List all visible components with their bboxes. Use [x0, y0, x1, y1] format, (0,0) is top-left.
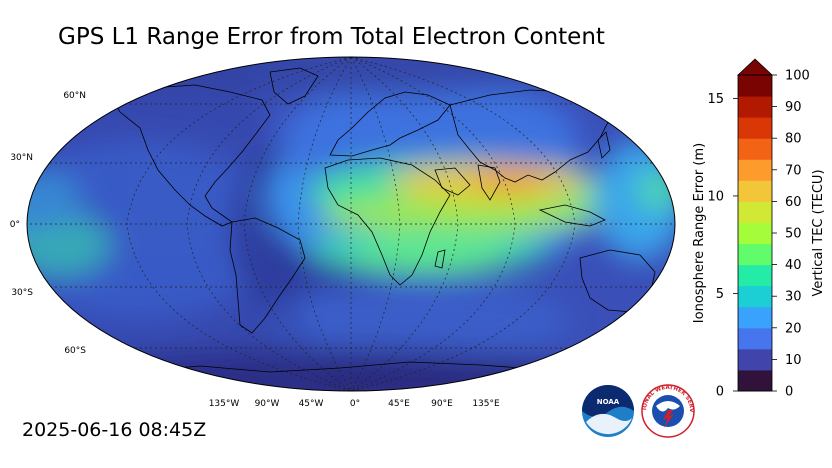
lon-label-45e: 45°E: [388, 399, 410, 409]
colorbar-tick-label-tecu: 30: [785, 290, 802, 305]
lon-label-90e: 90°E: [431, 399, 453, 409]
timestamp: 2025-06-16 08:45Z: [22, 419, 207, 441]
colorbar-tick-label-meters: 15: [707, 92, 724, 107]
noaa-logo-text: NOAA: [597, 398, 620, 406]
colorbar-band: [738, 138, 772, 160]
tec-heatmap: [27, 57, 675, 391]
colorbar-label-tecu: Vertical TEC (TECU): [811, 169, 826, 296]
lat-label-30s: 30°S: [11, 288, 33, 298]
colorbar-tick-label-tecu: 20: [785, 321, 802, 336]
colorbar-band: [738, 222, 772, 245]
lon-label-135e: 135°E: [472, 399, 500, 409]
colorbar-tick-label-tecu: 70: [785, 163, 802, 178]
colorbar-tick-label-tecu: 80: [785, 132, 802, 147]
colorbar-band: [738, 117, 772, 139]
colorbar-band: [738, 285, 772, 308]
colorbar-band: [738, 180, 772, 202]
colorbar-tick-label-meters: 10: [707, 189, 724, 204]
colorbar-tick-label-meters: 0: [716, 385, 724, 400]
colorbar-band: [738, 75, 772, 97]
colorbar-band: [738, 159, 772, 181]
colorbar-tick-label-tecu: 50: [785, 227, 802, 242]
colorbar-band: [738, 96, 772, 118]
colorbar-band: [738, 369, 772, 392]
colorbar-label-range-error: Ionosphere Range Error (m): [692, 143, 707, 323]
lon-label-135w: 135°W: [209, 399, 240, 409]
colorbar: 0 10 20 30 40 50 60 70 80 90 100 0 5 10 15 Vertical T…: [692, 58, 826, 400]
colorbar-tick-label-tecu: 10: [785, 353, 802, 368]
globe-outline: [26, 56, 676, 392]
lon-label-45w: 45°W: [299, 399, 324, 409]
lat-label-60s: 60°S: [64, 346, 86, 356]
colorbar-extend-arrow: [736, 58, 774, 76]
colorbar-tick-label-meters: 5: [716, 287, 724, 302]
colorbar-tick-label-tecu: 40: [785, 258, 802, 273]
lat-label-60n: 60°N: [63, 91, 86, 101]
colorbar-band: [738, 348, 772, 371]
colorbar-tick-label-tecu: 60: [785, 195, 802, 210]
colorbar-band: [738, 264, 772, 287]
lon-label-0: 0°: [350, 399, 360, 409]
colorbar-tick-label-tecu: 90: [785, 100, 802, 115]
noaa-logo: NOAA: [582, 385, 634, 437]
lat-label-0: 0°: [10, 220, 20, 230]
lat-label-30n: 30°N: [10, 153, 33, 163]
lon-label-90w: 90°W: [255, 399, 280, 409]
colorbar-tick-label-tecu: 100: [785, 69, 810, 84]
page-title: GPS L1 Range Error from Total Electron C…: [58, 24, 605, 50]
colorbar-band: [738, 327, 772, 350]
colorbar-tick-label-tecu: 0: [785, 385, 793, 400]
colorbar-band: [738, 201, 772, 223]
colorbar-band: [738, 306, 772, 329]
colorbar-band: [738, 243, 772, 266]
